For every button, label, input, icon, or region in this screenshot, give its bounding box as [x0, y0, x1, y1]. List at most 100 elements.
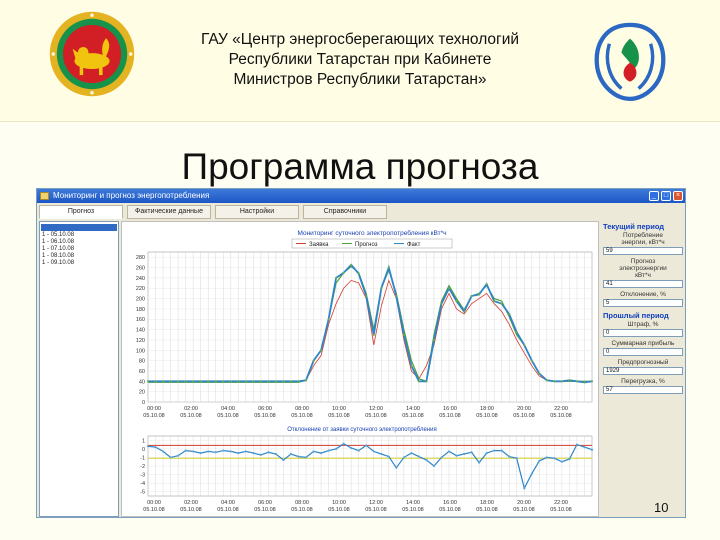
- data-point: [192, 380, 195, 383]
- x-tick-date-label: 05.10.08: [513, 507, 534, 513]
- x-tick-date-label: 05.10.08: [550, 413, 571, 419]
- date-list[interactable]: 1 - 05.10.08 1 - 06.10.08 1 - 07.10.08 1…: [39, 221, 119, 517]
- data-point: [417, 455, 421, 458]
- minimize-button[interactable]: _: [649, 191, 659, 201]
- total-profit-input[interactable]: 0: [603, 348, 683, 356]
- deviation-input[interactable]: 5: [603, 299, 683, 307]
- x-tick-label: 02:00: [184, 406, 198, 412]
- data-point: [410, 452, 413, 455]
- data-point: [252, 380, 255, 383]
- data-point: [583, 381, 586, 384]
- x-tick-date-label: 05.10.08: [550, 507, 571, 513]
- preforecast-field: Предпрогнозный 1929: [603, 359, 683, 375]
- list-item[interactable]: 1 - 08.10.08: [42, 253, 75, 259]
- data-point: [312, 450, 315, 453]
- data-point: [304, 456, 308, 459]
- current-consumption-field: Потребление энергии, кВт*ч 59: [603, 232, 683, 255]
- data-point: [508, 312, 511, 316]
- data-point: [184, 449, 187, 452]
- deviation-field: Отклонение, % 5: [603, 291, 683, 307]
- x-tick-label: 08:00: [295, 500, 309, 506]
- data-point: [297, 380, 300, 383]
- plot-frame: [147, 251, 593, 403]
- data-point: [259, 453, 262, 456]
- list-item[interactable]: 1 - 09.10.08: [42, 260, 75, 266]
- tab-settings[interactable]: Настройки: [215, 205, 299, 219]
- data-point: [440, 302, 443, 305]
- data-point: [410, 364, 413, 367]
- data-point: [252, 452, 255, 455]
- data-point: [523, 487, 526, 490]
- data-point: [350, 446, 353, 450]
- y-tick-label: 260: [136, 266, 145, 272]
- x-tick-date-label: 05.10.08: [476, 507, 497, 513]
- tab-actual-data[interactable]: Фактические данные: [127, 205, 211, 219]
- forecast-input[interactable]: 41: [603, 280, 683, 288]
- previous-period-header: Прошлый период: [603, 311, 669, 320]
- x-tick-label: 06:00: [258, 406, 272, 412]
- data-point: [395, 294, 398, 298]
- data-point: [462, 310, 466, 313]
- data-point: [146, 380, 150, 383]
- list-item[interactable]: 1 - 07.10.08: [42, 246, 75, 252]
- data-point: [387, 455, 390, 458]
- field-label: Суммарная прибыль: [611, 340, 675, 347]
- x-tick-label: 10:00: [332, 406, 346, 412]
- data-point: [432, 338, 436, 342]
- x-tick-label: 18:00: [480, 406, 494, 412]
- maximize-button[interactable]: □: [661, 191, 671, 201]
- x-tick-date-label: 05.10.08: [143, 413, 164, 419]
- x-tick-label: 02:00: [184, 500, 198, 506]
- x-tick-date-label: 05.10.08: [513, 413, 534, 419]
- data-point: [402, 333, 405, 336]
- data-point: [289, 452, 293, 456]
- x-tick-date-label: 05.10.08: [291, 413, 312, 419]
- data-point: [146, 445, 150, 448]
- data-point: [327, 449, 330, 452]
- overload-input[interactable]: 57: [603, 386, 683, 394]
- x-tick-date-label: 05.10.08: [291, 507, 312, 513]
- x-tick-label: 00:00: [147, 500, 161, 506]
- data-point: [372, 333, 375, 336]
- data-point: [545, 379, 548, 382]
- x-tick-label: 14:00: [406, 406, 420, 412]
- data-point: [530, 472, 533, 475]
- list-item[interactable]: 1 - 06.10.08: [42, 239, 75, 245]
- close-button[interactable]: ×: [673, 191, 683, 201]
- tab-bar: Прогноз Фактические данные Настройки Спр…: [39, 205, 683, 219]
- preforecast-input[interactable]: 1929: [603, 367, 683, 375]
- data-point: [214, 451, 217, 454]
- slide-title: Программа прогноза: [181, 146, 539, 187]
- tab-references[interactable]: Справочники: [303, 205, 387, 219]
- data-point: [380, 452, 383, 456]
- tab-forecast[interactable]: Прогноз: [39, 205, 123, 219]
- data-point: [222, 449, 225, 452]
- data-point: [357, 449, 360, 452]
- data-point: [244, 380, 247, 383]
- field-label: Перегрузка, %: [621, 378, 665, 385]
- data-point: [575, 443, 579, 446]
- data-point: [417, 380, 421, 383]
- field-label: Предпрогнозный: [617, 359, 669, 366]
- penalty-input[interactable]: 0: [603, 329, 683, 337]
- y-tick-label: 1: [142, 438, 145, 444]
- y-tick-label: -1: [140, 455, 145, 461]
- y-tick-label: 80: [139, 359, 145, 365]
- y-tick-label: 0: [142, 400, 145, 406]
- x-tick-date-label: 05.10.08: [365, 507, 386, 513]
- y-tick-label: 200: [136, 297, 145, 303]
- total-profit-field: Суммарная прибыль 0: [603, 340, 683, 356]
- data-point: [237, 452, 240, 455]
- tatarstan-emblem-icon: [49, 11, 135, 97]
- data-point: [380, 287, 383, 290]
- y-tick-label: 40: [139, 379, 145, 385]
- data-point: [297, 455, 300, 458]
- x-tick-label: 22:00: [554, 500, 568, 506]
- list-item[interactable]: 1 - 05.10.08: [42, 232, 75, 238]
- window-titlebar[interactable]: Мониторинг и прогноз энергопотребления _…: [37, 189, 685, 203]
- x-tick-label: 20:00: [517, 406, 531, 412]
- consumption-input[interactable]: 59: [603, 247, 683, 255]
- data-point: [267, 451, 270, 454]
- x-tick-date-label: 05.10.08: [217, 507, 238, 513]
- data-point: [395, 466, 398, 469]
